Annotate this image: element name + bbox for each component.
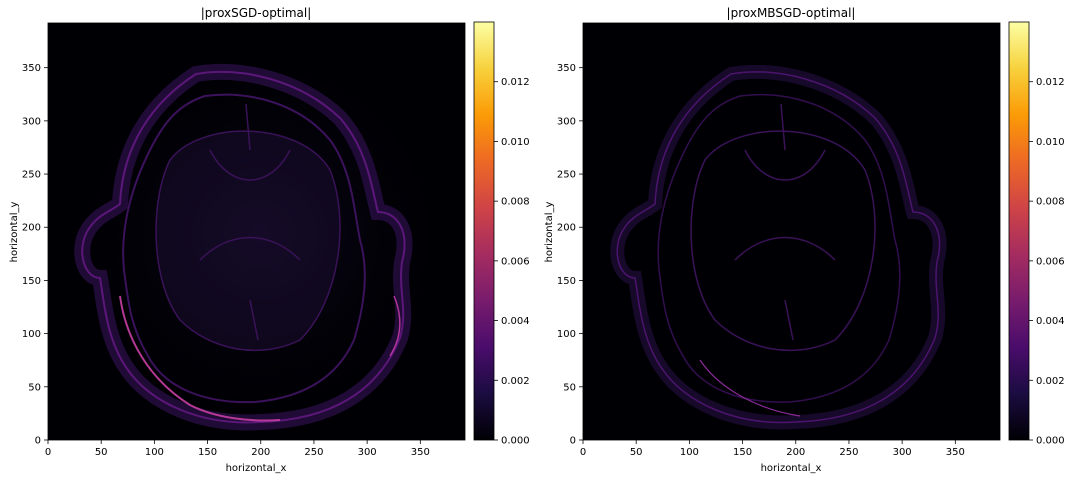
colorbar-tick-label: 0.012: [501, 77, 530, 88]
x-axis-label: horizontal_x: [226, 463, 287, 474]
y-axis-label: horizontal_y: [9, 202, 20, 263]
x-tick-label: 150: [733, 447, 752, 458]
x-tick-label: 50: [630, 447, 643, 458]
x-tick-label: 0: [580, 447, 586, 458]
plot-frame: [582, 22, 1001, 441]
heatmap-image: [48, 23, 465, 440]
y-tick-label: 300: [557, 116, 576, 127]
y-axis-label: horizontal_y: [544, 202, 555, 263]
colorbar-tick-label: 0.006: [501, 256, 530, 267]
x-tick-label: 300: [358, 447, 377, 458]
colorbar-tick-label: 0.004: [1036, 316, 1065, 327]
y-tick-label: 100: [22, 329, 41, 340]
colorbar-tick-label: 0.012: [1036, 77, 1065, 88]
colorbar-tick-label: 0.006: [1036, 256, 1065, 267]
x-axis-label: horizontal_x: [761, 463, 822, 474]
colorbar-tick-label: 0.000: [1036, 436, 1065, 447]
y-tick-label: 0: [570, 436, 576, 447]
x-tick-label: 300: [893, 447, 912, 458]
y-tick-label: 250: [557, 170, 576, 181]
y-tick-label: 200: [557, 223, 576, 234]
colorbar-tick-label: 0.002: [501, 376, 530, 387]
y-tick-label: 0: [35, 436, 41, 447]
colorbar: 0.000 0.002 0.004 0.006 0.008 0.010 0.012: [1008, 21, 1065, 447]
chart-title: |proxSGD-optimal|: [201, 6, 312, 20]
y-axis: 0 50 100 150 200 250 300 350: [22, 63, 48, 447]
y-axis: 0 50 100 150 200 250 300 350: [557, 63, 583, 447]
x-axis: 0 50 100 150 200 250 300 350: [580, 440, 965, 458]
panel-proxmbsgd: |proxMBSGD-optimal| 0 50 100 150 200 250 300 35…: [544, 6, 1065, 474]
y-tick-label: 350: [22, 63, 41, 74]
chart-title: |proxMBSGD-optimal|: [727, 6, 856, 20]
plot-frame: [47, 22, 466, 441]
x-tick-label: 350: [411, 447, 430, 458]
x-axis: 0 50 100 150 200 250 300 350: [45, 440, 430, 458]
x-tick-label: 200: [786, 447, 805, 458]
y-tick-label: 350: [557, 63, 576, 74]
x-tick-label: 150: [198, 447, 217, 458]
colorbar-tick-label: 0.008: [501, 197, 530, 208]
x-tick-label: 350: [946, 447, 965, 458]
x-tick-label: 250: [304, 447, 323, 458]
x-tick-label: 250: [839, 447, 858, 458]
y-tick-label: 200: [22, 223, 41, 234]
y-tick-label: 50: [563, 382, 576, 393]
y-tick-label: 150: [557, 276, 576, 287]
y-tick-label: 250: [22, 170, 41, 181]
x-tick-label: 50: [95, 447, 108, 458]
y-tick-label: 150: [22, 276, 41, 287]
x-tick-label: 200: [251, 447, 270, 458]
colorbar-tick-label: 0.002: [1036, 376, 1065, 387]
colorbar-tick-label: 0.010: [1036, 137, 1065, 148]
colorbar-tick-label: 0.000: [501, 436, 530, 447]
y-tick-label: 100: [557, 329, 576, 340]
colorbar-tick-label: 0.008: [1036, 197, 1065, 208]
y-tick-label: 300: [22, 116, 41, 127]
y-tick-label: 50: [28, 382, 41, 393]
colorbar: 0.000 0.002 0.004 0.006 0.008 0.010 0.012: [473, 21, 530, 447]
heatmap-image: [583, 23, 1000, 440]
x-tick-label: 100: [145, 447, 164, 458]
x-tick-label: 0: [45, 447, 51, 458]
colorbar-tick-label: 0.004: [501, 316, 530, 327]
colorbar-tick-label: 0.010: [501, 137, 530, 148]
panel-proxsgd: |proxSGD-optimal| 0 50 100 150 200 250 300 350 …: [9, 6, 530, 474]
x-tick-label: 100: [680, 447, 699, 458]
